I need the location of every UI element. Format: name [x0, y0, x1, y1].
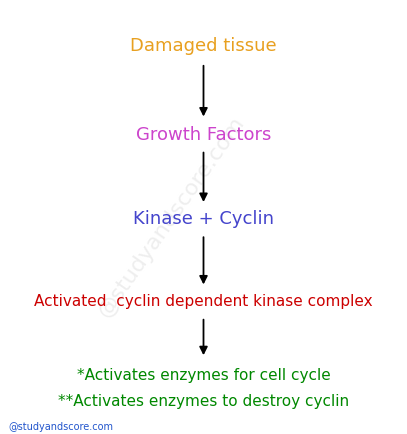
Text: @studyandscore.com: @studyandscore.com [8, 422, 113, 432]
Text: Kinase + Cyclin: Kinase + Cyclin [133, 210, 274, 228]
Text: @studyandscore.com: @studyandscore.com [94, 113, 248, 321]
Text: **Activates enzymes to destroy cyclin: **Activates enzymes to destroy cyclin [58, 394, 349, 409]
Text: Growth Factors: Growth Factors [136, 125, 271, 144]
Text: Damaged tissue: Damaged tissue [130, 36, 277, 55]
Text: *Activates enzymes for cell cycle: *Activates enzymes for cell cycle [77, 368, 330, 383]
Text: Activated  cyclin dependent kinase complex: Activated cyclin dependent kinase comple… [34, 294, 373, 309]
